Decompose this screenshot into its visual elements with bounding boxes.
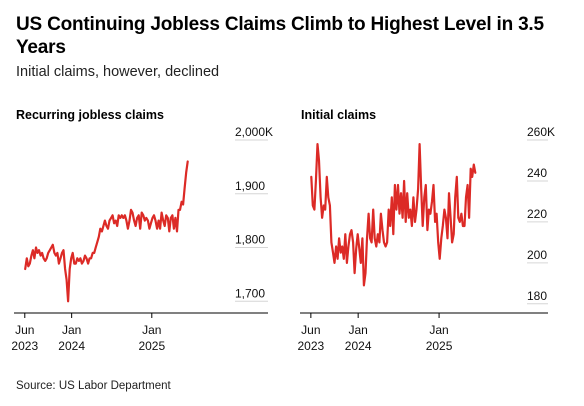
y-tick-label: 1,900 xyxy=(235,179,265,193)
x-tick-label-month: Jun xyxy=(15,323,34,337)
x-tick-label-year: 2025 xyxy=(138,339,165,353)
y-tick-label: 1,800 xyxy=(235,233,265,247)
y-tick-label: 200 xyxy=(527,248,547,262)
y-tick-label: 180 xyxy=(527,289,547,303)
x-tick-label-year: 2023 xyxy=(11,339,38,353)
x-tick-label-year: 2024 xyxy=(345,339,372,353)
y-tick-label: 220 xyxy=(527,207,547,221)
x-tick-label-month: Jan xyxy=(62,323,81,337)
y-tick-label: 240 xyxy=(527,166,547,180)
x-tick-label-month: Jan xyxy=(429,323,448,337)
x-tick-label-year: 2025 xyxy=(426,339,453,353)
x-tick-label-year: 2023 xyxy=(298,339,325,353)
right-panel-title: Initial claims xyxy=(301,108,377,122)
x-tick-label-month: Jan xyxy=(348,323,367,337)
initial-claims-line xyxy=(310,143,477,287)
source-note: Source: US Labor Department xyxy=(16,380,171,392)
y-tick-label: 1,700 xyxy=(235,286,265,300)
chart-title: US Continuing Jobless Claims Climb to Hi… xyxy=(16,14,544,58)
x-tick-label-month: Jan xyxy=(142,323,161,337)
x-tick-label-year: 2024 xyxy=(58,339,85,353)
y-tick-label: 2,000K xyxy=(235,125,273,139)
chart-subtitle: Initial claims, however, declined xyxy=(16,64,220,80)
left-panel-title: Recurring jobless claims xyxy=(16,108,164,122)
x-tick-label-month: Jun xyxy=(301,323,320,337)
y-tick-label: 260K xyxy=(527,125,555,139)
continuing-claims-line xyxy=(24,160,189,303)
